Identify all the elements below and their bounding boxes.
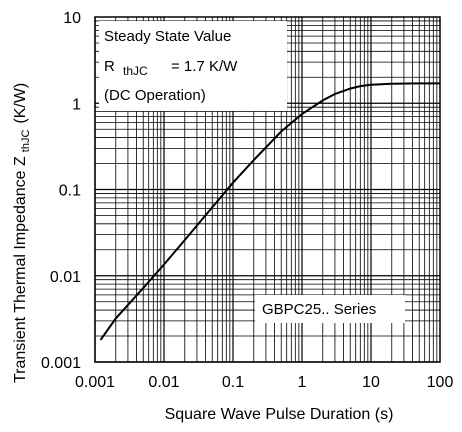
x-axis-title: Square Wave Pulse Duration (s): [165, 406, 394, 423]
x-tick-label: 10: [362, 374, 380, 391]
impedance-curve: [99, 82, 440, 341]
x-tick-label: 0.001: [75, 374, 115, 391]
x-tick-labels: 0.001 0.01 0.1 1 10 100: [75, 374, 453, 391]
x-tick-label: 0.01: [148, 374, 179, 391]
y-tick-label: 0.01: [50, 269, 81, 286]
y-axis-title-sub: thJC: [20, 130, 32, 153]
y-tick-label: 0.001: [41, 355, 81, 372]
y-tick-label: 10: [63, 10, 81, 27]
series-label-box: [255, 295, 405, 323]
plot-frame: [94, 16, 441, 363]
x-tick-label: 1: [298, 374, 307, 391]
steady-state-r-value: = 1.7 K/W: [171, 58, 238, 75]
y-axis-title-main: Transient Thermal Impedance Z: [12, 156, 29, 383]
y-tick-label: 0.1: [59, 183, 81, 200]
x-tick-label: 0.1: [222, 374, 244, 391]
x-tick-label: 100: [427, 374, 454, 391]
y-axis-title: Transient Thermal Impedance Z thJC (K/W): [12, 83, 32, 383]
y-tick-label: 1: [72, 96, 81, 113]
svg-text:Transient Thermal Impedance Zt: Transient Thermal Impedance Z thJC (K/W): [12, 83, 32, 383]
steady-state-r-symbol: R: [104, 58, 115, 75]
steady-state-r-subscript: thJC: [123, 64, 148, 78]
y-tick-labels: 0.001 0.01 0.1 1 10: [41, 10, 81, 372]
y-axis-title-unit: (K/W): [12, 83, 29, 124]
steady-state-dc-label: (DC Operation): [104, 87, 206, 104]
steady-state-box: [99, 21, 287, 111]
series-label: GBPC25.. Series: [262, 301, 376, 318]
steady-state-label: Steady State Value: [104, 28, 231, 45]
